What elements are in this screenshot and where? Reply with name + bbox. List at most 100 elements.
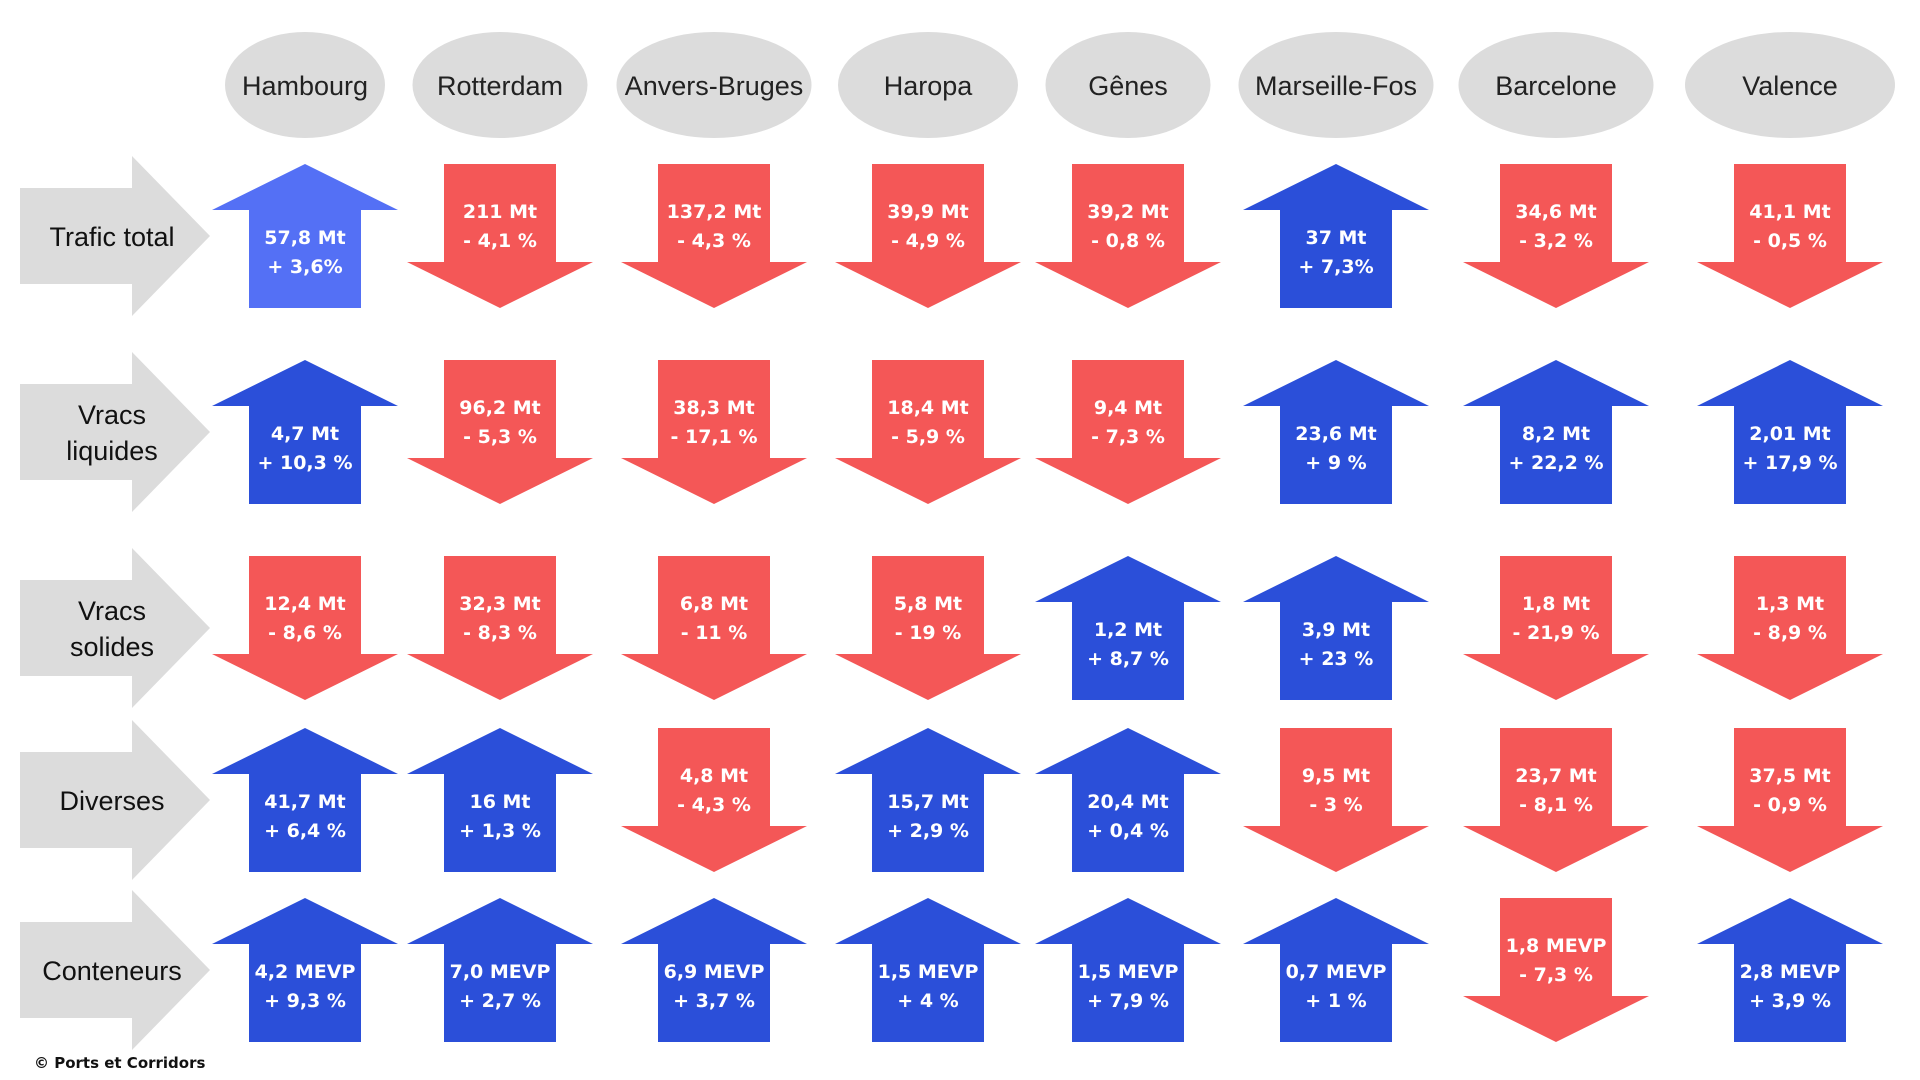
cell-value: 41,1 Mt [1749, 201, 1830, 223]
cell-change: + 2,9 % [887, 820, 969, 842]
cell-change: + 10,3 % [257, 452, 352, 474]
cell-value: 4,8 Mt [680, 765, 748, 787]
cell-vracs-liquides-hambourg: 4,7 Mt + 10,3 % [212, 360, 398, 504]
cell-value: 211 Mt [463, 201, 537, 223]
arrow-up-icon [407, 898, 593, 1042]
credit-label: © Ports et Corridors [34, 1054, 206, 1072]
port-header-marseille-fos: Marseille-Fos [1238, 32, 1434, 138]
arrow-down-icon [1243, 728, 1429, 872]
cell-value: 37,5 Mt [1749, 765, 1830, 787]
cell-change: + 9 % [1305, 452, 1366, 474]
arrow-up-icon [835, 728, 1021, 872]
cell-value: 15,7 Mt [887, 791, 968, 813]
arrow-down-icon [1035, 164, 1221, 308]
port-header-rotterdam: Rotterdam [412, 32, 588, 138]
port-header-label: Haropa [884, 71, 974, 101]
cell-change: - 0,5 % [1753, 230, 1827, 252]
port-header-barcelone: Barcelone [1458, 32, 1654, 138]
cell-vracs-solides-genes: 1,2 Mt + 8,7 % [1035, 556, 1221, 700]
cell-change: - 21,9 % [1512, 622, 1599, 644]
cell-change: + 0,4 % [1087, 820, 1169, 842]
row-label-arrow [20, 156, 210, 316]
cell-value: 4,7 Mt [271, 423, 339, 445]
cell-value: 20,4 Mt [1087, 791, 1168, 813]
row-label-conteneurs: Conteneurs [20, 890, 210, 1050]
port-header-label: Gênes [1088, 71, 1168, 101]
cell-change: - 11 % [681, 622, 748, 644]
cell-change: - 4,3 % [677, 230, 751, 252]
cell-value: 6,9 MEVP [664, 961, 765, 983]
cell-change: - 8,3 % [463, 622, 537, 644]
row-label-vracs-solides: Vracs solides [20, 548, 210, 708]
cell-diverses-marseille-fos: 9,5 Mt - 3 % [1243, 728, 1429, 872]
port-header-bubble [616, 32, 812, 138]
arrow-up-icon [212, 898, 398, 1042]
cell-trafic-total-marseille-fos: 37 Mt + 7,3% [1243, 164, 1429, 308]
arrow-down-icon [1035, 360, 1221, 504]
cell-change: + 3,6% [267, 256, 342, 278]
port-header-label: Marseille-Fos [1255, 71, 1417, 101]
cell-vracs-liquides-valence: 2,01 Mt + 17,9 % [1697, 360, 1883, 504]
cell-change: + 3,9 % [1749, 990, 1831, 1012]
cell-change: + 8,7 % [1087, 648, 1169, 670]
cell-value: 39,9 Mt [887, 201, 968, 223]
cell-conteneurs-genes: 1,5 MEVP + 7,9 % [1035, 898, 1221, 1042]
arrow-down-icon [621, 556, 807, 700]
port-header-label: Hambourg [242, 71, 368, 101]
cell-vracs-solides-hambourg: 12,4 Mt - 8,6 % [212, 556, 398, 700]
cell-change: - 3,2 % [1519, 230, 1593, 252]
arrow-up-icon [1035, 898, 1221, 1042]
row-label-text: Diverses [59, 786, 164, 816]
arrow-down-icon [1463, 164, 1649, 308]
cell-conteneurs-barcelone: 1,8 MEVP - 7,3 % [1463, 898, 1649, 1042]
cell-change: + 23 % [1299, 648, 1374, 670]
arrow-down-icon [621, 728, 807, 872]
cell-value: 8,2 Mt [1522, 423, 1590, 445]
cell-conteneurs-haropa: 1,5 MEVP + 4 % [835, 898, 1021, 1042]
cell-diverses-valence: 37,5 Mt - 0,9 % [1697, 728, 1883, 872]
cell-diverses-barcelone: 23,7 Mt - 8,1 % [1463, 728, 1649, 872]
cell-change: - 4,9 % [891, 230, 965, 252]
cell-conteneurs-valence: 2,8 MEVP + 3,9 % [1697, 898, 1883, 1042]
row-label-arrow [20, 548, 210, 708]
arrow-down-icon [1463, 898, 1649, 1042]
arrow-down-icon [835, 360, 1021, 504]
cell-conteneurs-hambourg: 4,2 MEVP + 9,3 % [212, 898, 398, 1042]
arrow-down-icon [1697, 556, 1883, 700]
cell-value: 4,2 MEVP [255, 961, 356, 983]
cell-change: - 19 % [895, 622, 962, 644]
port-header-label: Anvers-Bruges [625, 71, 804, 101]
cell-conteneurs-anvers-bruges: 6,9 MEVP + 3,7 % [621, 898, 807, 1042]
arrow-down-icon [1697, 164, 1883, 308]
port-header-bubble [838, 32, 1018, 138]
arrow-down-icon [621, 360, 807, 504]
cell-value: 23,7 Mt [1515, 765, 1596, 787]
cell-value: 16 Mt [469, 791, 530, 813]
cell-trafic-total-haropa: 39,9 Mt - 4,9 % [835, 164, 1021, 308]
cell-value: 34,6 Mt [1515, 201, 1596, 223]
row-label-text: Trafic total [49, 222, 174, 252]
cell-value: 96,2 Mt [459, 397, 540, 419]
cell-vracs-solides-rotterdam: 32,3 Mt - 8,3 % [407, 556, 593, 700]
arrow-up-icon [1035, 728, 1221, 872]
arrow-down-icon [1463, 556, 1649, 700]
cell-vracs-solides-valence: 1,3 Mt - 8,9 % [1697, 556, 1883, 700]
port-header-bubble [1045, 32, 1211, 138]
cell-value: 3,9 Mt [1302, 619, 1370, 641]
arrow-up-icon [1243, 556, 1429, 700]
cell-change: + 3,7 % [673, 990, 755, 1012]
cell-value: 9,5 Mt [1302, 765, 1370, 787]
cell-change: + 1,3 % [459, 820, 541, 842]
port-header-valence: Valence [1685, 32, 1895, 138]
cell-vracs-liquides-haropa: 18,4 Mt - 5,9 % [835, 360, 1021, 504]
arrow-up-icon [1243, 164, 1429, 308]
cell-change: + 7,9 % [1087, 990, 1169, 1012]
cell-change: + 17,9 % [1742, 452, 1837, 474]
cell-value: 37 Mt [1305, 227, 1366, 249]
row-label-vracs-liquides: Vracs liquides [20, 352, 210, 512]
port-header-bubble [412, 32, 588, 138]
cell-change: - 8,9 % [1753, 622, 1827, 644]
arrow-down-icon [835, 164, 1021, 308]
cell-diverses-genes: 20,4 Mt + 0,4 % [1035, 728, 1221, 872]
